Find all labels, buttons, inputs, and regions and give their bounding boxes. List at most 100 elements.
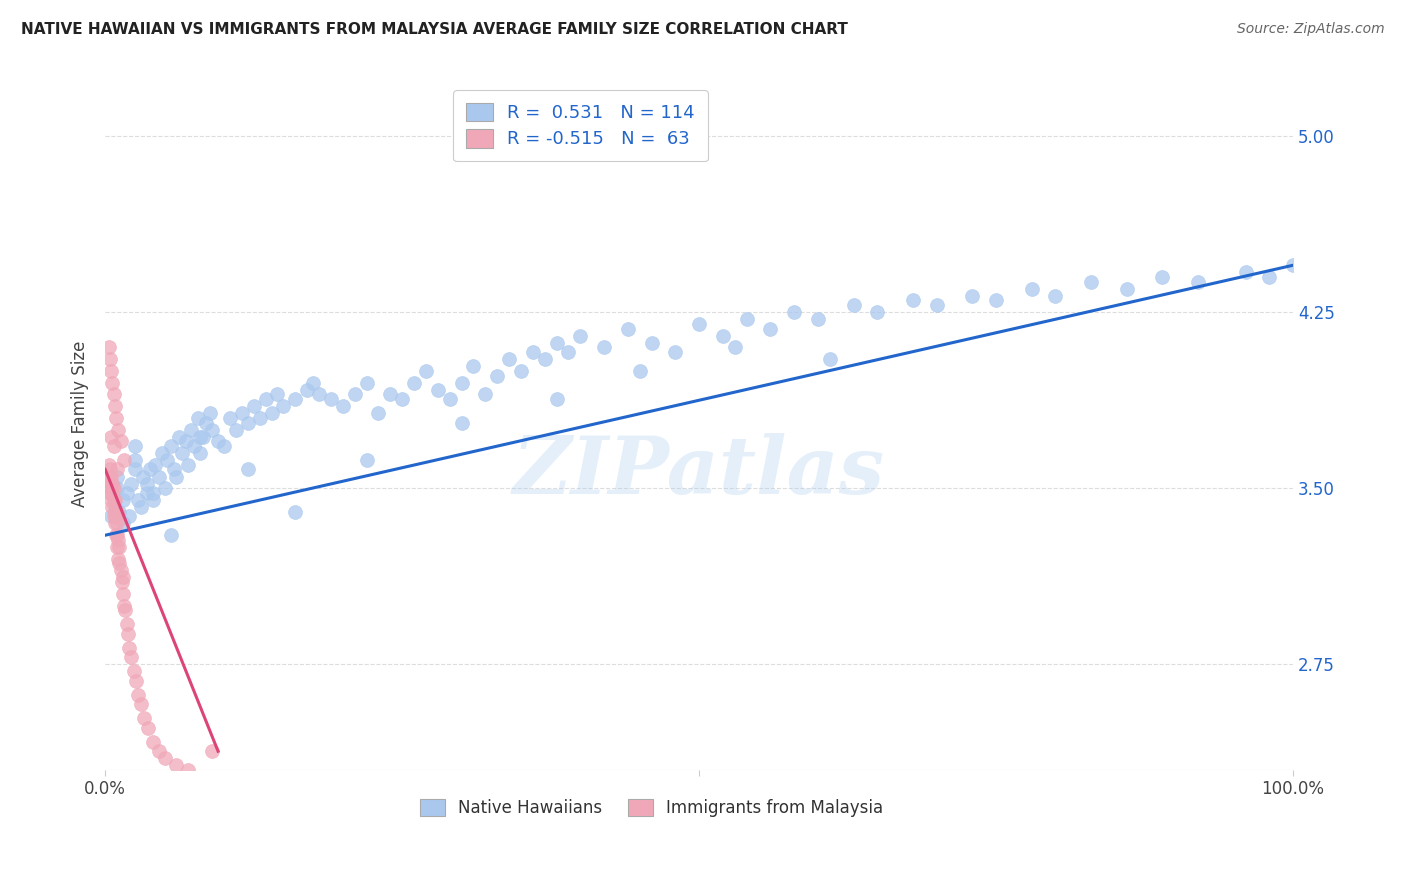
Point: [107, 551, 129, 566]
Point: [167, 429, 190, 443]
Point: [308, 387, 330, 401]
Point: [391, 392, 413, 406]
Point: [617, 321, 640, 335]
Point: [1115, 282, 1137, 296]
Point: [1234, 265, 1257, 279]
Point: [569, 328, 592, 343]
Point: [142, 493, 165, 508]
Point: [426, 383, 449, 397]
Point: [249, 410, 271, 425]
Point: [118, 640, 141, 655]
Point: [486, 368, 509, 383]
Point: [225, 423, 247, 437]
Point: [100, 364, 122, 378]
Point: [284, 505, 307, 519]
Point: [98, 462, 121, 476]
Point: [139, 462, 162, 476]
Point: [450, 376, 472, 390]
Point: [115, 617, 138, 632]
Point: [166, 758, 188, 772]
Point: [105, 462, 128, 476]
Point: [142, 735, 165, 749]
Point: [120, 650, 142, 665]
Point: [108, 540, 131, 554]
Point: [97, 469, 120, 483]
Point: [242, 399, 264, 413]
Point: [103, 509, 125, 524]
Point: [201, 744, 224, 758]
Point: [148, 744, 170, 758]
Point: [188, 446, 211, 460]
Point: [107, 423, 129, 437]
Point: [100, 469, 122, 483]
Point: [1021, 282, 1043, 296]
Point: [112, 493, 135, 508]
Point: [132, 469, 155, 483]
Text: Source: ZipAtlas.com: Source: ZipAtlas.com: [1237, 22, 1385, 37]
Point: [129, 500, 152, 514]
Point: [546, 335, 568, 350]
Point: [195, 416, 218, 430]
Point: [664, 345, 686, 359]
Point: [628, 364, 651, 378]
Point: [533, 352, 555, 367]
Point: [236, 416, 259, 430]
Point: [735, 312, 758, 326]
Point: [1045, 289, 1067, 303]
Point: [818, 352, 841, 367]
Point: [962, 289, 984, 303]
Point: [254, 392, 277, 406]
Point: [159, 528, 181, 542]
Point: [97, 340, 120, 354]
Point: [100, 481, 122, 495]
Point: [110, 564, 132, 578]
Point: [112, 516, 135, 531]
Point: [332, 399, 354, 413]
Point: [450, 416, 472, 430]
Point: [148, 469, 170, 483]
Point: [231, 406, 253, 420]
Point: [593, 340, 616, 354]
Point: [112, 453, 135, 467]
Point: [198, 406, 221, 420]
Point: [104, 509, 127, 524]
Point: [103, 493, 125, 508]
Point: [1080, 275, 1102, 289]
Point: [101, 500, 124, 514]
Point: [98, 352, 121, 367]
Point: [295, 383, 318, 397]
Point: [135, 476, 157, 491]
Point: [159, 439, 181, 453]
Point: [105, 540, 128, 554]
Point: [101, 376, 124, 390]
Point: [439, 392, 461, 406]
Point: [1282, 258, 1305, 272]
Point: [901, 293, 924, 308]
Point: [183, 439, 205, 453]
Point: [118, 509, 141, 524]
Point: [260, 406, 283, 420]
Point: [925, 298, 948, 312]
Point: [117, 627, 139, 641]
Point: [103, 481, 125, 495]
Point: [724, 340, 747, 354]
Point: [356, 376, 378, 390]
Legend: Native Hawaiians, Immigrants from Malaysia: Native Hawaiians, Immigrants from Malays…: [413, 792, 890, 824]
Point: [153, 751, 176, 765]
Point: [1187, 275, 1209, 289]
Point: [150, 446, 173, 460]
Point: [125, 673, 148, 688]
Point: [201, 423, 224, 437]
Point: [984, 293, 1007, 308]
Point: [180, 423, 202, 437]
Point: [557, 345, 579, 359]
Point: [115, 486, 138, 500]
Point: [522, 345, 544, 359]
Point: [105, 528, 128, 542]
Point: [107, 533, 129, 547]
Point: [127, 688, 149, 702]
Point: [97, 458, 120, 472]
Point: [640, 335, 662, 350]
Point: [135, 486, 157, 500]
Point: [153, 481, 176, 495]
